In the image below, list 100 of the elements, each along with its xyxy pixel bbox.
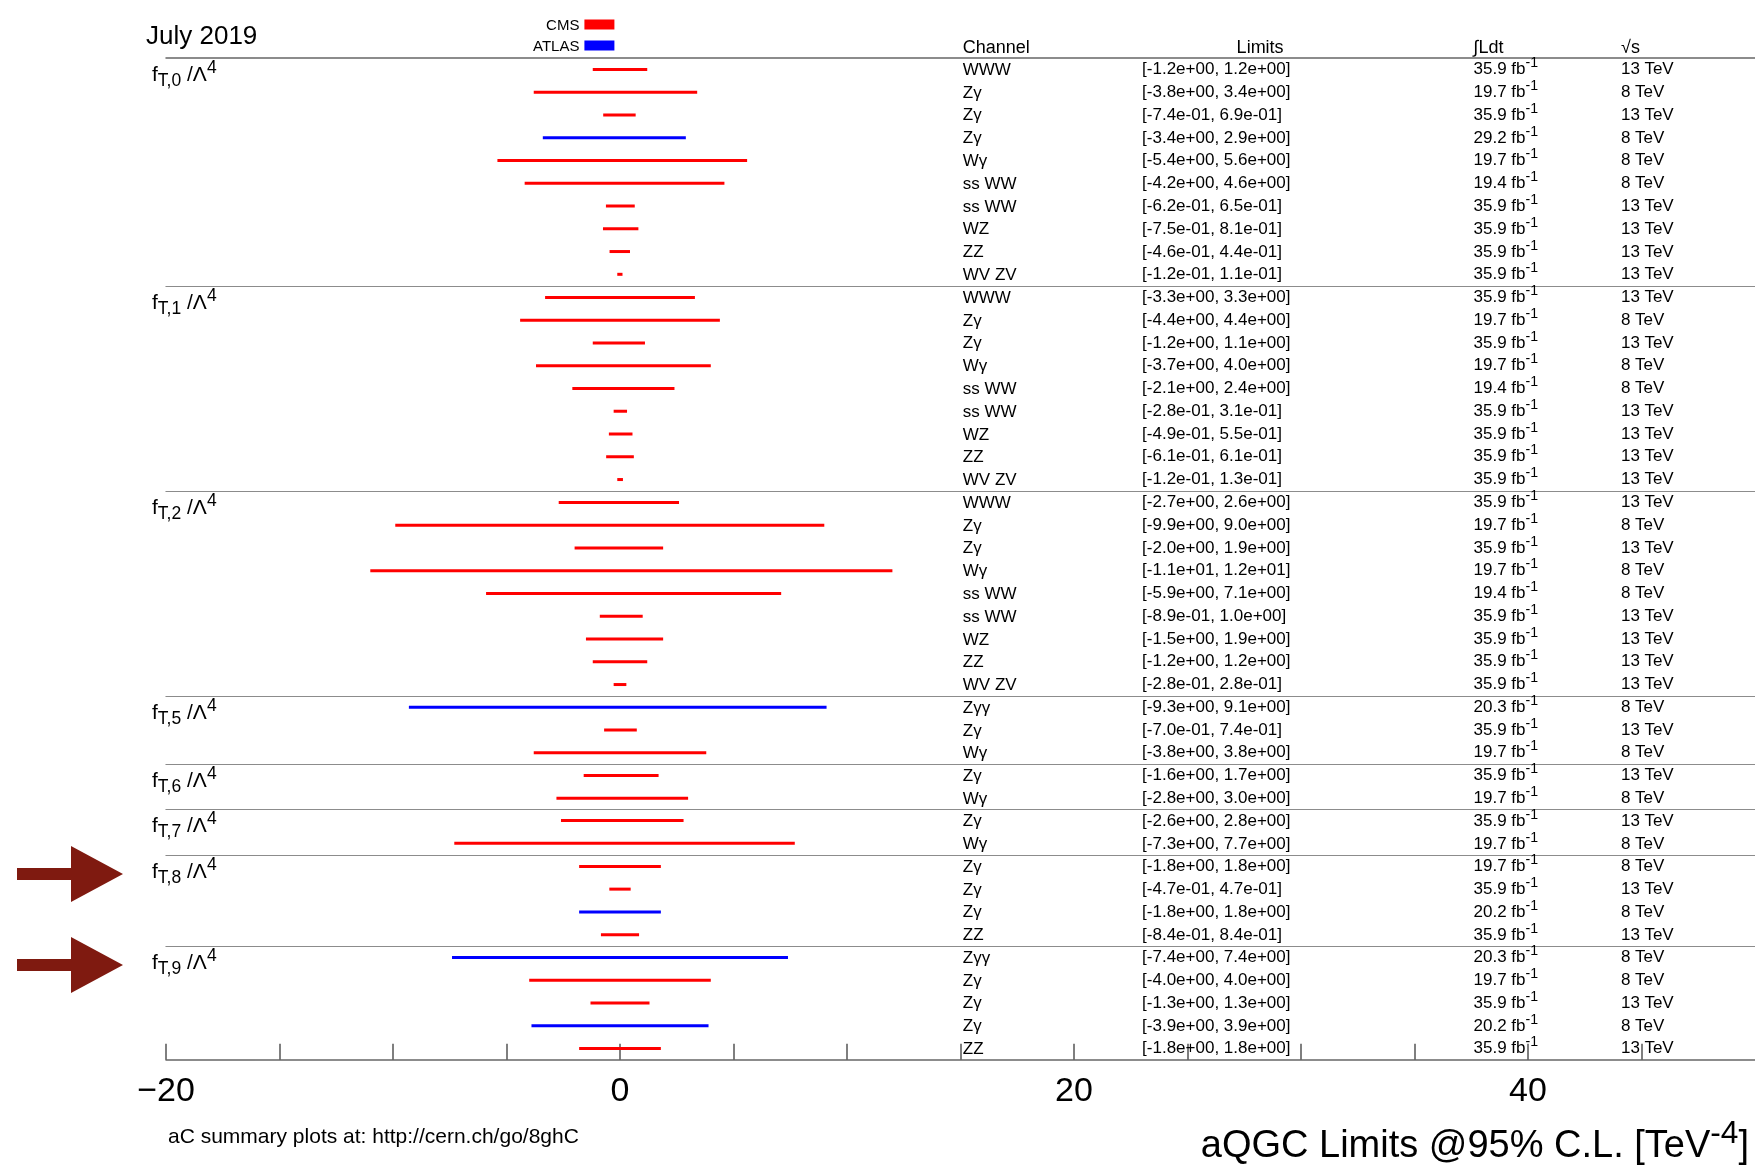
annotation: 35.9 fb$^{-1}$ [1473,988,1539,1013]
bar [452,955,788,959]
text: July 2019 [146,20,258,51]
annotation: 35.9 fb$^{-1}$ [1473,715,1539,740]
annotation: 8 TeV [1621,1015,1665,1036]
text: Limits [1236,37,1284,58]
annotation: 35.9 fb$^{-1}$ [1473,419,1539,444]
annotation: 35.9 fb$^{-1}$ [1473,1033,1539,1059]
y-tick-label: Zγ [962,993,983,1013]
y-tick-label: Zγγ [962,697,991,717]
annotation: 8 TeV [1621,173,1665,194]
annotation: 8 TeV [1621,856,1665,877]
annotation: [-2.8e-01, 2.8e-01] [1142,674,1282,695]
annotation: [-2.7e+00, 2.6e+00] [1142,491,1291,512]
annotation: 35.9 fb$^{-1}$ [1473,623,1539,649]
annotation: 13 TeV [1621,59,1674,80]
bar [592,659,648,663]
annotation: 35.9 fb$^{-1}$ [1473,874,1539,900]
annotation: 8 TeV [1621,355,1665,376]
annotation: 13 TeV [1621,241,1674,262]
annotation: [-4.6e-01, 4.4e-01] [1142,241,1282,262]
annotation: 13 TeV [1621,446,1674,467]
annotation: 8 TeV [1621,833,1665,854]
bar [524,181,725,185]
text: Channel [962,37,1030,58]
y-tick-label: Wγ [962,742,988,762]
annotation: 35.9 fb$^{-1}$ [1473,214,1539,239]
x-tick-label: 20 [1055,1069,1093,1108]
bar [609,250,630,254]
annotation: [-3.9e+00, 3.9e+00] [1142,1015,1291,1036]
annotation: [-5.9e+00, 7.1e+00] [1142,583,1291,604]
annotation: [-1.8e+00, 1.8e+00] [1142,856,1291,877]
annotation: 13 TeV [1621,924,1674,945]
y-tick-label: Zγ [962,105,983,125]
annotation: 8 TeV [1621,378,1665,399]
annotation: 35.9 fb$^{-1}$ [1473,327,1539,353]
annotation: 19.7 fb$^{-1}$ [1473,350,1539,376]
y-tick-label: Zγ [962,538,983,558]
annotation: 13 TeV [1621,628,1674,649]
chart-title: f$_{T,2}$ /Λ$^{4}$ [152,489,217,523]
annotation: 13 TeV [1621,218,1674,239]
bar [536,363,711,367]
annotation: 35.9 fb$^{-1}$ [1473,806,1539,831]
annotation: 20.3 fb$^{-1}$ [1473,942,1539,968]
y-tick-label: ss WW [962,606,1017,626]
y-tick-label: WWW [962,287,1011,307]
y-tick-label: Zγ [962,333,983,353]
annotation: 35.9 fb$^{-1}$ [1473,760,1539,786]
y-tick-label: Zγ [962,856,983,876]
y-tick-label: Zγ [962,82,983,102]
chart-title: f$_{T,9}$ /Λ$^{4}$ [152,944,217,979]
annotation: [-7.3e+00, 7.7e+00] [1142,833,1291,854]
bar [599,614,643,618]
y-tick-label: WWW [962,492,1011,512]
annotation: [-2.8e-01, 3.1e-01] [1142,400,1282,421]
annotation: 8 TeV [1621,82,1665,103]
annotation: 19.7 fb$^{-1}$ [1473,555,1539,581]
chart-title: f$_{T,0}$ /Λ$^{4}$ [152,57,217,91]
annotation: [-2.8e+00, 3.0e+00] [1142,787,1291,808]
annotation: 8 TeV [1621,127,1665,148]
bar [395,523,825,527]
annotation: 13 TeV [1621,765,1674,786]
bar [579,1046,661,1050]
annotation: 19.7 fb$^{-1}$ [1473,965,1539,991]
annotation: 35.9 fb$^{-1}$ [1473,646,1539,672]
annotation: [-1.6e+00, 1.7e+00] [1142,765,1291,786]
annotation: 13 TeV [1621,1038,1674,1059]
annotation: 13 TeV [1621,196,1674,216]
annotation: 35.9 fb$^{-1}$ [1473,100,1539,125]
annotation: 13 TeV [1621,719,1674,740]
annotation: 8 TeV [1621,947,1665,968]
chart-title: f$_{T,7}$ /Λ$^{4}$ [152,808,217,842]
annotation: [-1.2e-01, 1.3e-01] [1142,469,1282,490]
annotation: [-1.2e+00, 1.2e+00] [1142,59,1291,80]
y-tick-label: Zγ [962,765,983,785]
annotation: 13 TeV [1621,879,1674,900]
y-tick-label: Zγ [962,128,983,148]
annotation: [-1.1e+01, 1.2e+01] [1142,560,1291,581]
bar [602,227,639,231]
annotation: [-1.3e+00, 1.3e+00] [1142,992,1291,1013]
annotation: [-9.9e+00, 9.0e+00] [1142,514,1291,535]
annotation: 8 TeV [1621,787,1665,808]
annotation: 8 TeV [1621,514,1665,535]
annotation: [-7.5e-01, 8.1e-01] [1142,218,1282,239]
annotation: [-8.9e-01, 1.0e+00] [1142,605,1287,626]
bar [608,432,633,436]
annotation: 20.2 fb$^{-1}$ [1473,897,1539,922]
annotation: [-4.2e+00, 4.6e+00] [1142,173,1291,194]
y-tick-label: Wγ [962,150,988,170]
annotation: [-6.2e-01, 6.5e-01] [1142,196,1282,216]
bar [592,67,648,71]
annotation: 19.4 fb$^{-1}$ [1473,168,1539,194]
annotation: 13 TeV [1621,674,1674,695]
annotation: 13 TeV [1621,605,1674,626]
annotation: 19.7 fb$^{-1}$ [1473,305,1539,330]
annotation: 20.3 fb$^{-1}$ [1473,692,1539,717]
annotation: 19.7 fb$^{-1}$ [1473,510,1539,535]
annotation: [-7.4e-01, 6.9e-01] [1142,104,1282,125]
y-tick-label: WV ZV [962,674,1018,694]
annotation: [-4.7e-01, 4.7e-01] [1142,879,1282,900]
